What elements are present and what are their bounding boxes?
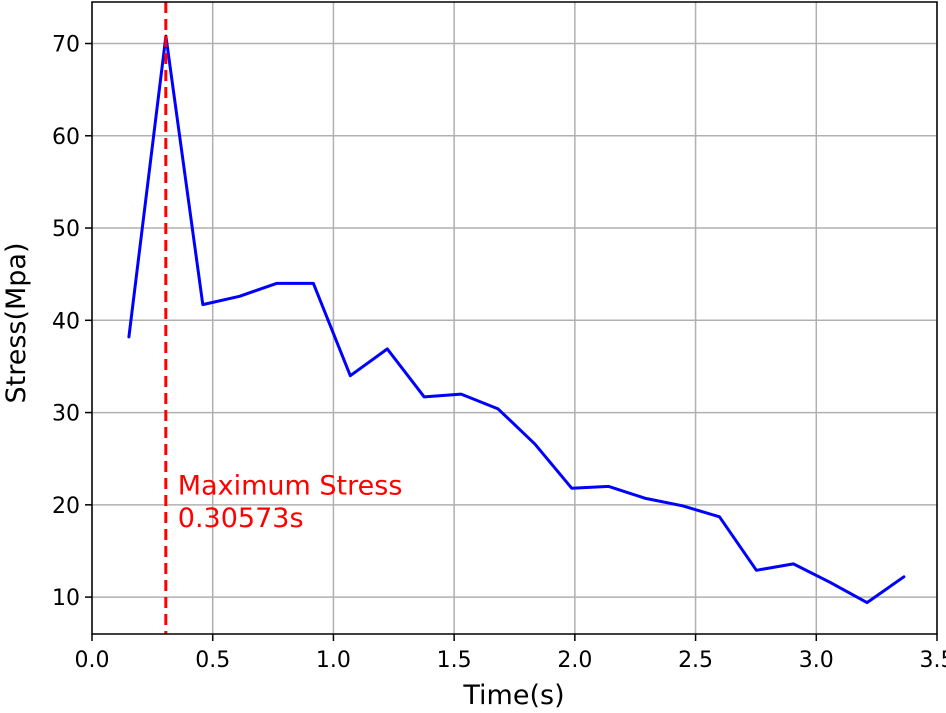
annotation-layer: Maximum Stress 0.30573s	[164, 2, 403, 634]
plot-area-frame	[91, 1, 938, 635]
max-stress-annotation-title: Maximum Stress	[178, 471, 403, 502]
series-layer	[127, 34, 906, 605]
y-tick-label: 20	[52, 494, 80, 519]
y-tick-label: 60	[52, 125, 80, 150]
y-tick-label: 50	[52, 217, 80, 242]
y-tick-label: 10	[52, 586, 80, 611]
stress-series-line	[127, 34, 906, 605]
x-tick-label: 2.5	[678, 648, 713, 673]
x-tick-label: 0.5	[195, 648, 230, 673]
ticks-layer: 0.0 0.5 1.0 1.5 2.0 2.5 3.0 3.5 10 20 30 40 50 60 70	[52, 33, 946, 673]
x-axis-label: Time(s)	[462, 680, 564, 711]
x-tick-label: 1.5	[437, 648, 472, 673]
x-tick-label: 2.0	[557, 648, 592, 673]
grid-layer	[91, 2, 938, 634]
x-tick-label: 0.0	[75, 648, 110, 673]
x-tick-label: 1.0	[316, 648, 351, 673]
y-tick-label: 70	[52, 33, 80, 58]
x-tick-label: 3.5	[920, 648, 946, 673]
y-tick-label: 40	[52, 309, 80, 334]
y-tick-label: 30	[52, 402, 80, 427]
x-tick-label: 3.0	[799, 648, 834, 673]
max-stress-annotation-time: 0.30573s	[178, 503, 304, 534]
y-axis-label: Stress(Mpa)	[1, 242, 32, 403]
